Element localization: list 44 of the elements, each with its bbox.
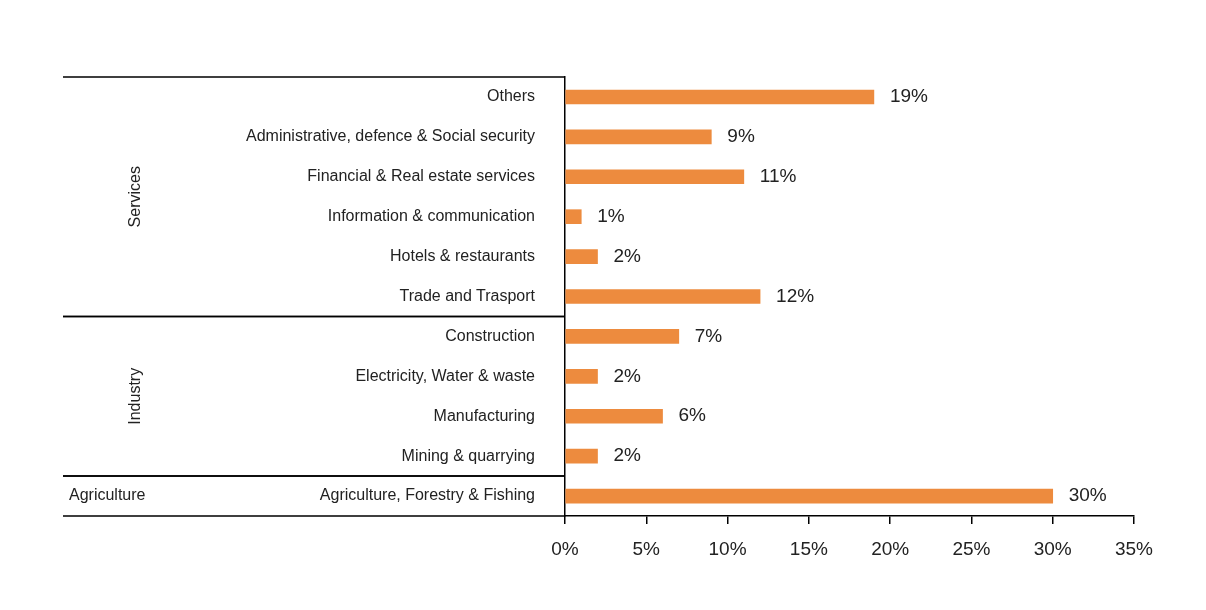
y-tick-label: Electricity, Water & waste [355,366,536,384]
y-tick-label: Mining & quarrying [401,446,535,464]
x-tick-label: 5% [632,537,661,559]
x-tick-label: 0% [551,537,579,559]
y-tick-label: Manufacturing [433,406,535,424]
bar [565,129,712,145]
bar [565,169,745,185]
x-tick-label: 25% [952,537,991,559]
data-label: 6% [678,404,707,426]
data-label: 1% [597,204,625,226]
data-label: 7% [694,324,723,346]
data-label: 9% [727,125,755,147]
x-tick-label: 20% [871,537,910,559]
bar [565,89,875,105]
text: Services [126,166,144,228]
x-tick-label: 10% [708,537,747,559]
bar [565,488,1054,504]
x-tick-label: 35% [1114,537,1154,559]
y-tick-label: Hotels & restaurants [390,247,535,264]
data-label: 30% [1068,484,1107,506]
y-tick-label: Administrative, defence & Social security [245,127,535,145]
bar [565,448,598,464]
y-tick-label: Information & communication [327,207,535,225]
x-tick-label: 30% [1033,537,1072,559]
bar [565,368,598,384]
text: Agriculture [69,486,146,504]
bar [565,329,680,344]
bar [565,249,598,264]
data-label: 2% [613,364,642,386]
y-tick-label: Trade and Trasport [399,286,536,304]
y-tick-label: Others [486,87,535,105]
bar [565,209,582,225]
x-tick-label: 15% [789,537,828,559]
data-label: 2% [613,444,642,466]
y-tick-label: Financial & Real estate services [307,167,535,185]
data-label: 11% [759,165,797,187]
text: Industry [126,367,144,425]
data-label: 2% [613,244,642,266]
y-tick-label: Construction [445,326,535,344]
data-label: 12% [776,284,815,306]
data-label: 19% [889,85,929,107]
bar [565,408,663,424]
y-tick-label: Agriculture, Forestry & Fishing [319,486,535,504]
bar [565,289,761,304]
